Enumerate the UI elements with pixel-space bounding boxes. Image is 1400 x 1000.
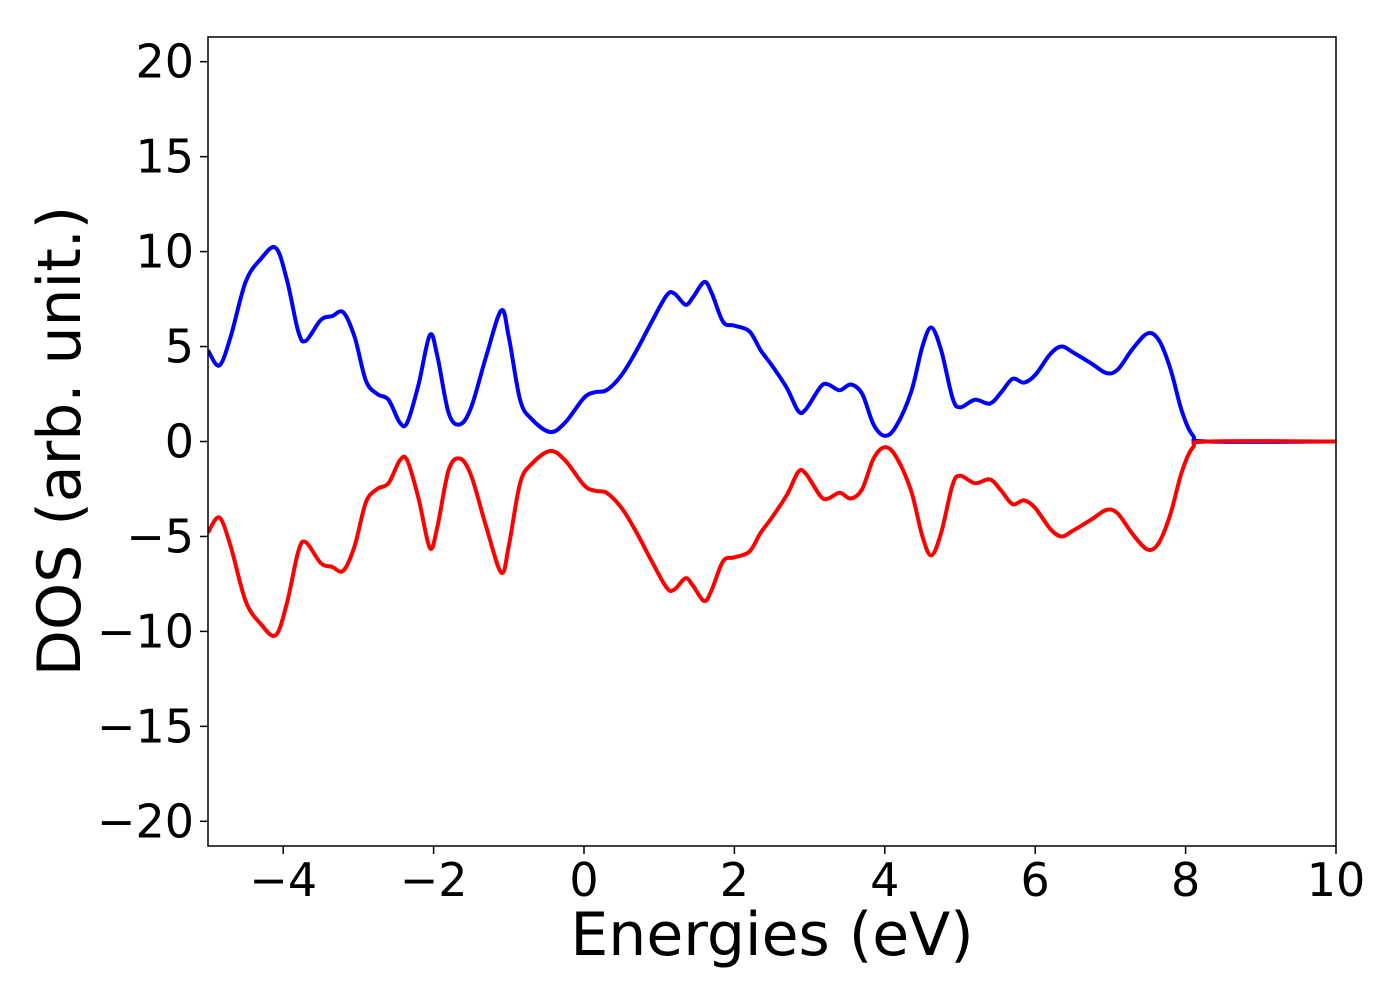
y-tick-label: −10 [97, 604, 194, 658]
x-tick-label: −4 [249, 853, 317, 907]
y-tick-label: 5 [165, 320, 194, 374]
x-tick-label: 2 [720, 853, 749, 907]
plot-frame [207, 36, 1337, 847]
y-tick-label: 20 [135, 35, 194, 89]
y-tick-label: 10 [135, 225, 194, 279]
x-tick-label: 8 [1171, 853, 1200, 907]
x-axis-label: Energies (eV) [570, 900, 973, 970]
line [208, 245, 1336, 444]
y-tick-label: −20 [97, 794, 194, 848]
x-tick-label: 4 [870, 853, 899, 907]
x-tick-label: 6 [1021, 853, 1050, 907]
y-tick-label: −15 [97, 699, 194, 753]
x-tick-label: 10 [1307, 853, 1366, 907]
x-tick-label: −2 [400, 853, 468, 907]
y-tick-label: 0 [165, 415, 194, 469]
y-axis-label: DOS (arb. unit.) [25, 206, 95, 676]
y-tick-label: 15 [135, 130, 194, 184]
line [208, 439, 1336, 638]
x-tick-label: 0 [569, 853, 598, 907]
y-tick-label: −5 [126, 509, 194, 563]
